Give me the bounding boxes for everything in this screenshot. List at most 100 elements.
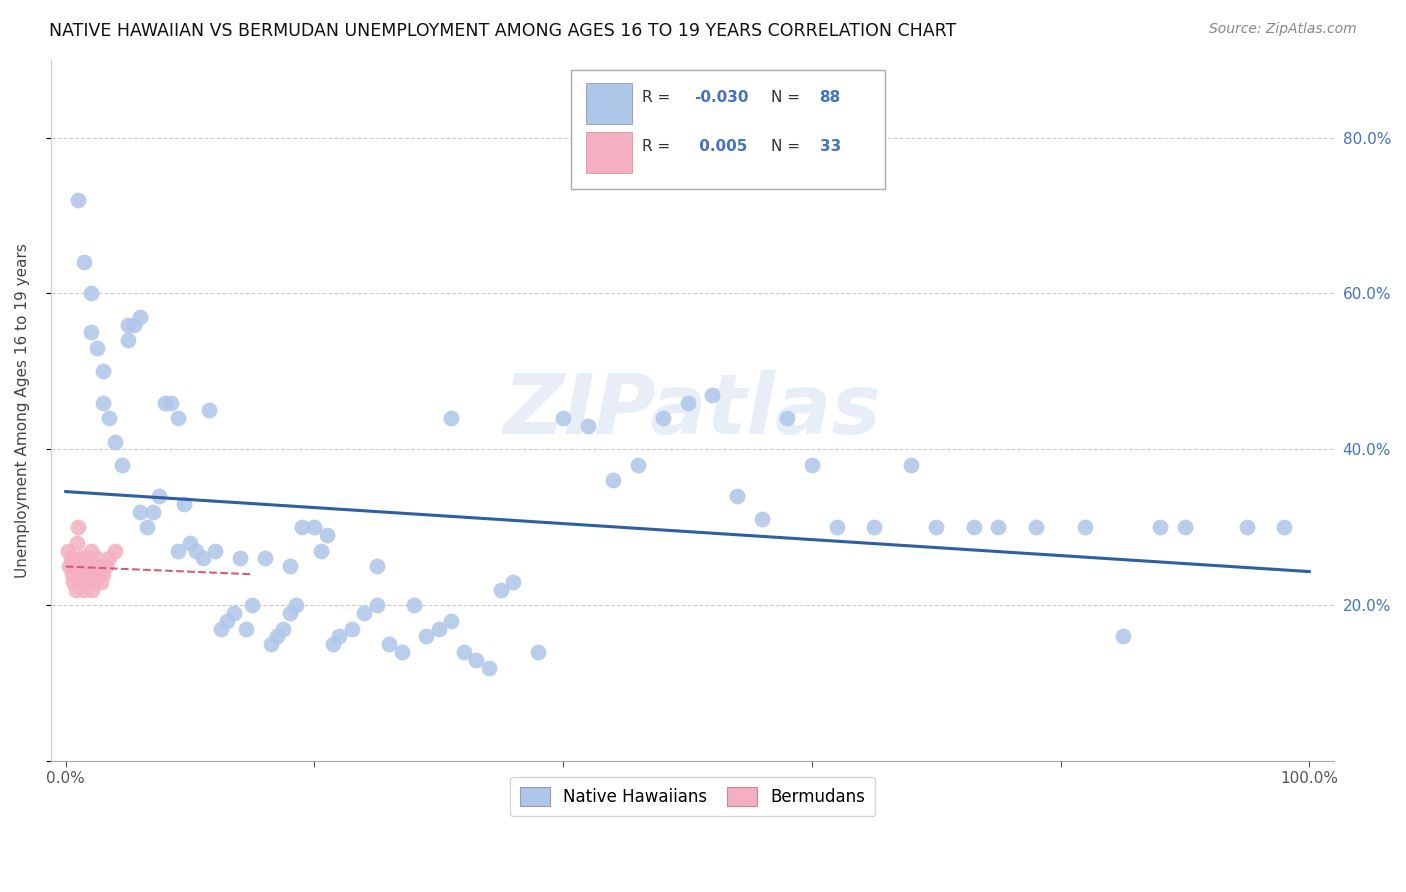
Point [291, 520, 314, 534]
Point [273, 622, 295, 636]
Point [89, 559, 111, 574]
Point [166, 411, 188, 425]
Text: 33: 33 [820, 139, 841, 153]
Point [502, 574, 524, 589]
Point [328, 629, 350, 643]
Point [91, 395, 114, 409]
Point [725, 489, 748, 503]
Point [191, 551, 214, 566]
Text: 88: 88 [820, 90, 841, 104]
Point [197, 403, 219, 417]
Point [67, 567, 90, 582]
Text: R =: R = [643, 90, 675, 104]
Point [66, 536, 89, 550]
Point [75, 567, 97, 582]
Point [91, 364, 114, 378]
Point [122, 318, 145, 332]
Text: N =: N = [770, 90, 804, 104]
Point [86, 551, 108, 566]
Point [104, 434, 127, 449]
Point [489, 582, 512, 597]
Point [111, 458, 134, 472]
Point [1074, 520, 1097, 534]
Text: R =: R = [643, 139, 675, 153]
Point [309, 543, 332, 558]
Point [77, 559, 100, 574]
Text: 0.005: 0.005 [693, 139, 747, 153]
Point [304, 520, 326, 534]
Point [260, 637, 283, 651]
Point [453, 645, 475, 659]
Point [87, 567, 110, 582]
Point [155, 395, 177, 409]
Text: Source: ZipAtlas.com: Source: ZipAtlas.com [1209, 22, 1357, 37]
Point [391, 645, 413, 659]
Point [266, 629, 288, 643]
Point [179, 536, 201, 550]
Point [67, 520, 90, 534]
Point [79, 543, 101, 558]
Point [316, 528, 339, 542]
Point [135, 520, 157, 534]
Point [240, 598, 263, 612]
Point [322, 637, 344, 651]
Point [72, 551, 94, 566]
Point [702, 388, 724, 402]
Point [751, 512, 773, 526]
Point [59, 551, 82, 566]
Text: ZIPatlas: ZIPatlas [503, 370, 882, 450]
Point [73, 559, 96, 574]
Point [129, 310, 152, 324]
Point [1174, 520, 1197, 534]
Point [576, 418, 599, 433]
Point [80, 582, 103, 597]
Point [676, 395, 699, 409]
Point [229, 551, 252, 566]
Point [925, 520, 948, 534]
Point [65, 582, 87, 597]
Point [278, 606, 301, 620]
Point [63, 559, 86, 574]
Point [1236, 520, 1258, 534]
Point [602, 474, 624, 488]
Point [440, 614, 463, 628]
Point [278, 559, 301, 574]
FancyBboxPatch shape [571, 70, 884, 189]
Point [73, 255, 96, 269]
Point [62, 574, 84, 589]
Point [962, 520, 984, 534]
Point [1149, 520, 1171, 534]
Point [91, 567, 114, 582]
Point [217, 614, 239, 628]
Point [440, 411, 463, 425]
Point [222, 606, 245, 620]
Point [863, 520, 886, 534]
Point [627, 458, 650, 472]
Point [67, 559, 90, 574]
Y-axis label: Unemployment Among Ages 16 to 19 years: Unemployment Among Ages 16 to 19 years [15, 243, 30, 578]
Point [98, 551, 121, 566]
Point [465, 653, 488, 667]
Point [1112, 629, 1135, 643]
Point [129, 505, 152, 519]
Point [651, 411, 673, 425]
Text: -0.030: -0.030 [693, 90, 748, 104]
Point [900, 458, 922, 472]
Point [776, 411, 799, 425]
Point [209, 622, 232, 636]
Point [142, 505, 165, 519]
FancyBboxPatch shape [586, 83, 633, 124]
Point [86, 341, 108, 355]
Point [83, 559, 105, 574]
Point [235, 622, 257, 636]
Point [366, 559, 388, 574]
Point [76, 574, 98, 589]
Point [415, 629, 437, 643]
Point [527, 645, 550, 659]
Text: NATIVE HAWAIIAN VS BERMUDAN UNEMPLOYMENT AMONG AGES 16 TO 19 YEARS CORRELATION C: NATIVE HAWAIIAN VS BERMUDAN UNEMPLOYMENT… [49, 22, 956, 40]
Text: N =: N = [770, 139, 804, 153]
Point [160, 395, 183, 409]
Point [79, 286, 101, 301]
Point [353, 606, 375, 620]
Point [825, 520, 848, 534]
